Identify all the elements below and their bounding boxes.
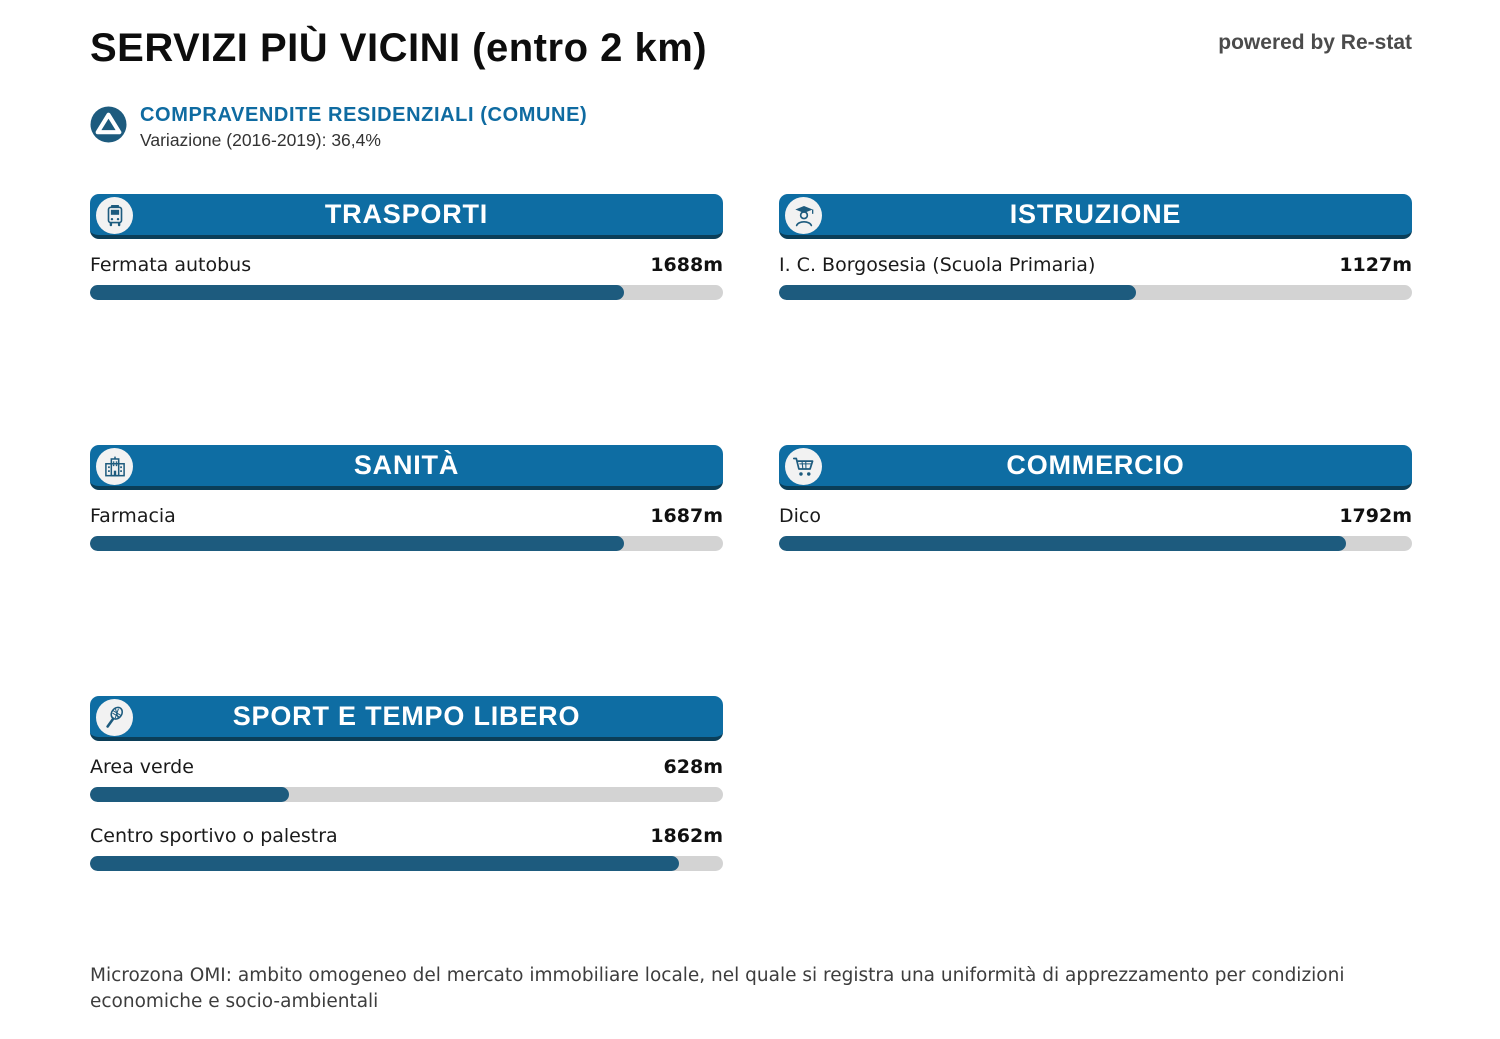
distance-bar-fill xyxy=(90,787,289,802)
bus-icon xyxy=(96,197,133,234)
service-item: Dico 1792m xyxy=(779,505,1412,551)
graduate-icon xyxy=(785,197,822,234)
distance-bar-fill xyxy=(90,856,680,871)
powered-by-label: powered by Re-stat xyxy=(1218,31,1412,54)
service-label: Fermata autobus xyxy=(90,254,252,276)
service-item: Fermata autobus 1688m xyxy=(90,254,723,300)
section-title: COMMERCIO xyxy=(1006,450,1185,480)
summary-text: COMPRAVENDITE RESIDENZIALI (COMUNE) Vari… xyxy=(140,104,587,151)
section-header-istruzione: ISTRUZIONE xyxy=(779,194,1412,239)
distance-bar-track xyxy=(779,285,1412,300)
service-distance: 628m xyxy=(663,756,723,778)
services-grid: TRASPORTI Fermata autobus 1688m xyxy=(90,194,1412,947)
summary-title: COMPRAVENDITE RESIDENZIALI (COMUNE) xyxy=(140,104,588,126)
section-commercio: COMMERCIO Dico 1792m xyxy=(779,445,1412,696)
service-label: Dico xyxy=(779,505,821,527)
section-trasporti: TRASPORTI Fermata autobus 1688m xyxy=(90,194,723,445)
service-label: I. C. Borgosesia (Scuola Primaria) xyxy=(779,254,1096,276)
section-title: TRASPORTI xyxy=(324,199,489,229)
service-distance: 1792m xyxy=(1339,505,1412,527)
distance-bar-track xyxy=(90,536,723,551)
section-sanita: SANITÀ Farmacia 1687m xyxy=(90,445,723,696)
distance-bar-fill xyxy=(779,536,1347,551)
section-sport: SPORT E TEMPO LIBERO Area verde 628m Cen… xyxy=(90,696,723,947)
service-item: Area verde 628m xyxy=(90,756,723,802)
service-item: Farmacia 1687m xyxy=(90,505,723,551)
shopping-cart-icon xyxy=(785,448,822,485)
service-item: Centro sportivo o palestra 1862m xyxy=(90,825,723,871)
distance-bar-track xyxy=(90,787,723,802)
section-header-commercio: COMMERCIO xyxy=(779,445,1412,490)
section-header-sport: SPORT E TEMPO LIBERO xyxy=(90,696,723,741)
section-header-trasporti: TRASPORTI xyxy=(90,194,723,239)
distance-bar-track xyxy=(90,285,723,300)
section-title: ISTRUZIONE xyxy=(1009,199,1182,229)
summary-subtitle: Variazione (2016-2019): 36,4% xyxy=(140,130,381,150)
section-title: SPORT E TEMPO LIBERO xyxy=(232,701,581,731)
distance-bar-fill xyxy=(90,285,625,300)
service-distance: 1862m xyxy=(650,825,723,847)
distance-bar-track xyxy=(779,536,1412,551)
service-label: Centro sportivo o palestra xyxy=(90,825,338,847)
tennis-racket-icon xyxy=(96,699,133,736)
service-distance: 1127m xyxy=(1339,254,1412,276)
service-label: Area verde xyxy=(90,756,194,778)
service-item: I. C. Borgosesia (Scuola Primaria) 1127m xyxy=(779,254,1412,300)
distance-bar-fill xyxy=(779,285,1136,300)
section-header-sanita: SANITÀ xyxy=(90,445,723,490)
distance-bar-fill xyxy=(90,536,624,551)
hospital-icon xyxy=(96,448,133,485)
service-label: Farmacia xyxy=(90,505,176,527)
trend-triangle-up-icon xyxy=(90,106,127,143)
page-title: SERVIZI PIÙ VICINI (entro 2 km) xyxy=(90,26,708,70)
section-istruzione: ISTRUZIONE I. C. Borgosesia (Scuola Prim… xyxy=(779,194,1412,445)
section-title: SANITÀ xyxy=(353,450,460,480)
service-distance: 1687m xyxy=(650,505,723,527)
microzona-footnote: Microzona OMI: ambito omogeneo del merca… xyxy=(90,965,1345,1013)
service-distance: 1688m xyxy=(650,254,723,276)
distance-bar-track xyxy=(90,856,723,871)
compravendite-summary: COMPRAVENDITE RESIDENZIALI (COMUNE) Vari… xyxy=(90,104,1412,151)
